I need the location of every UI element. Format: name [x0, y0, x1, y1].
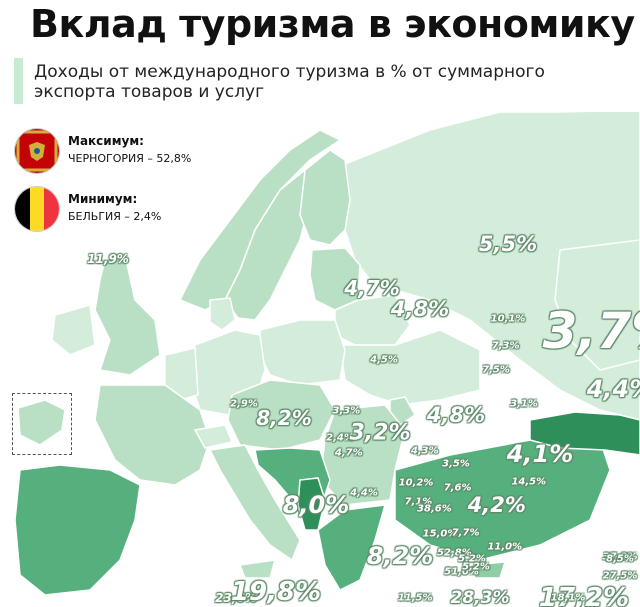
value-label-norway: 4,7%: [344, 275, 400, 300]
region-poland: [259, 319, 346, 386]
value-label-belgium: 2,4%: [326, 432, 354, 444]
value-label-north-macedonia: 5,2%: [462, 561, 490, 573]
legend-min-title: Минимум:: [68, 192, 138, 206]
region-uk: [94, 254, 161, 376]
subtitle-accent-bar: [14, 58, 23, 104]
legend-min-value: БЕЛЬГИЯ – 2,4%: [68, 210, 162, 223]
value-label-kosovo: 5,2%: [458, 553, 486, 565]
region-sicily: [238, 559, 277, 579]
region-caucasus: [529, 411, 640, 456]
header: Вклад туризма в экономику Доходы от межд…: [0, 0, 640, 112]
value-label-montenegro: 52,8%: [437, 547, 472, 559]
page-subtitle: Доходы от международного туризма в % от …: [34, 62, 545, 102]
value-label-france: 8,0%: [282, 491, 350, 519]
value-label-uk: 8,2%: [256, 406, 312, 430]
value-label-slovakia: 3,5%: [442, 458, 470, 470]
region-ukraine: [339, 329, 481, 406]
value-label-bulgaria: 11,0%: [487, 541, 523, 553]
value-label-germany: 3,2%: [349, 420, 411, 445]
value-label-georgia: 37,2%: [602, 551, 638, 563]
value-label-azerbaijan: 8,5%: [606, 553, 634, 565]
value-label-belarus: 3,1%: [510, 398, 538, 409]
value-label-czechia: 4,3%: [410, 445, 439, 457]
region-benelux: [164, 347, 199, 401]
legend-max-title: Максимум:: [68, 134, 144, 148]
legend-max-value: ЧЕРНОГОРИЯ – 52,8%: [68, 152, 192, 165]
region-switzerland: [193, 424, 234, 449]
region-france: [94, 384, 211, 486]
region-iberia: [14, 464, 141, 596]
value-label-lithuania: 7,5%: [482, 364, 510, 376]
value-label-bosnia: 15,0%: [422, 528, 458, 540]
region-italy: [208, 444, 301, 562]
region-greece: [317, 504, 387, 591]
region-romania-bulgaria: [319, 404, 406, 506]
region-turkey: [394, 439, 611, 561]
region-kazakhstan: [554, 239, 640, 371]
montenegro-flag-icon: [14, 128, 60, 174]
region-iceland: [17, 399, 66, 446]
value-label-sweden: 4,8%: [390, 297, 450, 322]
page-title: Вклад туризма в экономику: [30, 2, 635, 46]
value-label-romania: 4,2%: [467, 493, 526, 517]
value-label-hungary: 7,6%: [443, 482, 472, 494]
value-label-armenia: 27,5%: [602, 570, 638, 582]
value-label-switzerland: 4,4%: [350, 487, 378, 499]
value-label-luxembourg: 4,7%: [334, 447, 363, 459]
value-label-portugal: 23,6%: [215, 591, 257, 605]
region-russia: [329, 109, 640, 421]
value-label-latvia: 7,3%: [491, 340, 520, 351]
value-label-iceland: 11,9%: [87, 251, 129, 266]
value-label-denmark: 4,5%: [370, 354, 398, 366]
value-label-russia: 3,7%: [542, 302, 640, 360]
region-finland: [299, 149, 351, 246]
value-label-cyprus: 18,1%: [550, 592, 586, 604]
iceland-inset-frame: [12, 393, 72, 455]
region-cyprus: [468, 561, 507, 579]
value-label-poland: 4,8%: [426, 403, 486, 428]
value-label-kazakhstan: 4,4%: [586, 375, 640, 403]
value-label-austria: 10,2%: [398, 477, 434, 489]
value-label-moldova: 14,5%: [511, 476, 547, 488]
region-denmark: [209, 297, 236, 331]
value-label-finland: 5,5%: [478, 232, 538, 256]
value-label-ukraine: 4,1%: [506, 440, 574, 469]
region-central: [227, 379, 336, 451]
value-label-italy: 8,2%: [366, 541, 434, 570]
region-ireland: [51, 304, 96, 356]
value-label-turkey: 17,2%: [538, 583, 630, 607]
value-label-croatia: 38,6%: [417, 503, 452, 515]
belgium-flag-icon: [14, 186, 60, 232]
value-label-serbia: 7,7%: [451, 527, 480, 539]
value-label-ireland: 2,9%: [230, 398, 258, 409]
value-label-spain: 19,8%: [230, 577, 322, 607]
value-label-malta: 11,5%: [397, 592, 433, 604]
value-label-netherlands: 3,3%: [332, 405, 361, 417]
value-label-slovenia: 7,1%: [404, 496, 433, 508]
value-label-estonia: 10,1%: [490, 313, 526, 325]
value-label-greece: 28,3%: [450, 588, 510, 607]
value-label-albania: 51,0%: [444, 566, 479, 578]
